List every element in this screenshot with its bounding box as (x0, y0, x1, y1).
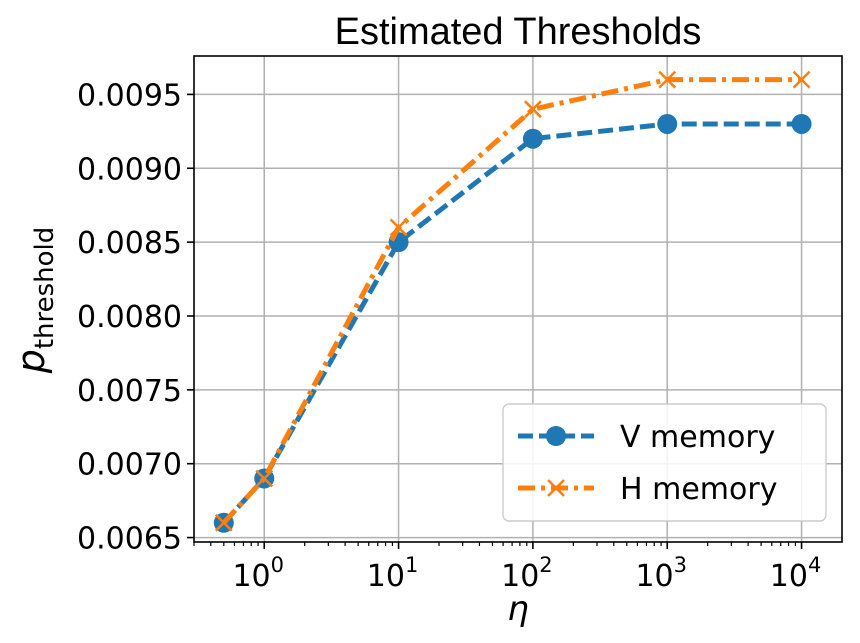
plot-frame (193, 55, 843, 543)
series-h-memory (214, 70, 811, 532)
y-tick-label: 0.0065 (77, 522, 182, 557)
data-point (389, 218, 408, 237)
x-ticks: 100 101 102 103 104 (193, 542, 822, 594)
y-ticks: 0.0065 0.0070 0.0075 0.0080 0.0085 0.0090 0.00… (77, 78, 194, 557)
x-tick-exponent: 3 (674, 553, 687, 577)
legend-entry: V memory (518, 420, 775, 455)
data-point (255, 469, 274, 488)
data-point (522, 128, 543, 149)
data-point (792, 70, 811, 89)
y-tick-label: 0.0075 (77, 374, 182, 409)
x-tick-base: 10 (635, 559, 673, 594)
x-tick-base: 10 (770, 559, 808, 594)
y-tick-label: 0.0070 (77, 448, 182, 483)
legend-box (502, 403, 827, 522)
data-point (658, 70, 677, 89)
data-point (524, 100, 542, 119)
x-tick-label: 102 (501, 553, 553, 594)
x-tick-exponent: 0 (271, 553, 284, 577)
legend-entry: H memory (518, 472, 777, 507)
y-axis-label: pthreshold (9, 227, 60, 375)
x-tick-label: 100 (232, 553, 284, 594)
x-tick-exponent: 2 (539, 553, 552, 577)
y-axis-label-sub: threshold (30, 227, 60, 349)
x-tick-label: 101 (367, 553, 419, 594)
data-point (791, 113, 812, 134)
legend-label: H memory (620, 472, 777, 507)
legend-label: V memory (620, 420, 775, 455)
x-axis-label: η (507, 589, 529, 629)
legend-marker (547, 479, 565, 497)
legend-marker (546, 426, 566, 446)
y-axis-label-main: p (9, 349, 53, 374)
x-tick-base: 10 (501, 559, 539, 594)
x-tick-exponent: 1 (405, 553, 418, 577)
y-tick-label: 0.0080 (77, 300, 182, 335)
data-point (214, 513, 233, 532)
x-tick-label: 103 (635, 553, 687, 594)
y-tick-label: 0.0085 (77, 226, 182, 261)
y-tick-label: 0.0090 (77, 152, 182, 187)
y-tick-label: 0.0095 (77, 78, 182, 113)
series-layer (213, 70, 812, 533)
data-point (657, 113, 678, 134)
x-tick-base: 10 (232, 559, 270, 594)
x-tick-exponent: 4 (808, 553, 821, 577)
chart-title: Estimated Thresholds (335, 11, 702, 53)
legend-entries: V memory H memory (518, 420, 777, 507)
x-tick-base: 10 (367, 559, 405, 594)
x-tick-label: 104 (770, 553, 822, 594)
legend: V memory H memory (502, 403, 827, 522)
